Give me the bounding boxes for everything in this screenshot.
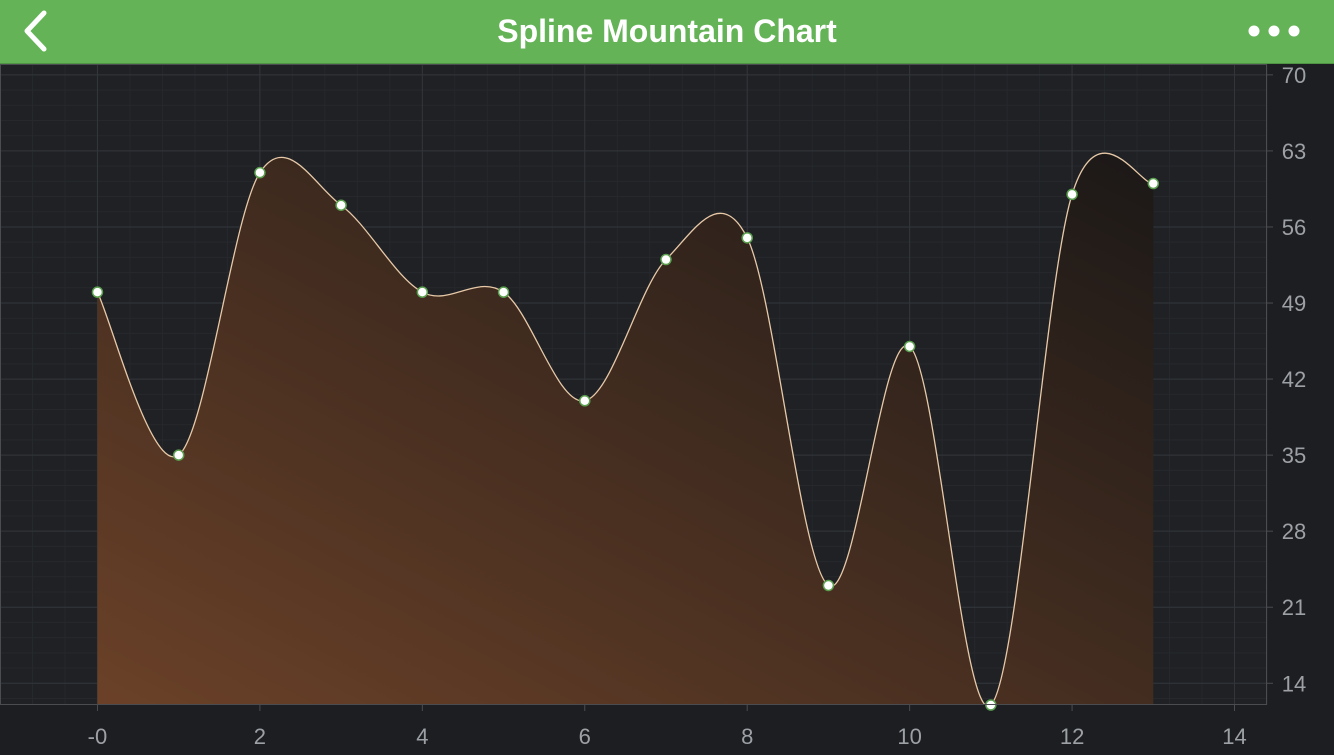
navigation-bar: Spline Mountain Chart xyxy=(0,0,1334,64)
data-point-marker xyxy=(1066,188,1078,201)
data-point-marker xyxy=(1147,177,1160,190)
y-tick-label: 14 xyxy=(1282,671,1306,696)
y-tick-label: 35 xyxy=(1282,443,1306,468)
y-tick-label: 28 xyxy=(1282,519,1306,544)
data-point-marker xyxy=(741,232,753,244)
y-tick-label: 70 xyxy=(1282,64,1306,88)
data-point-marker xyxy=(579,395,591,407)
back-button[interactable] xyxy=(14,8,60,54)
plot-border xyxy=(0,64,1267,705)
data-point-marker xyxy=(497,286,510,298)
spline-mountain-chart[interactable]: -0 2 4 6 8 10 12 14 14 21 28 35 42 49 56 63 70 xyxy=(0,63,1334,750)
chevron-left-icon xyxy=(24,10,47,52)
mountain-area xyxy=(97,153,1154,705)
data-point-marker xyxy=(416,286,429,298)
data-point-marker xyxy=(91,286,104,298)
data-point-marker xyxy=(903,340,916,353)
x-tick-label: 8 xyxy=(741,724,753,749)
page-title: Spline Mountain Chart xyxy=(497,13,837,49)
x-tick-label: 4 xyxy=(416,724,428,749)
y-tick-label: 63 xyxy=(1282,139,1306,164)
y-axis[interactable]: 14 21 28 35 42 49 56 63 70 xyxy=(1267,63,1306,696)
x-tick-label: 2 xyxy=(254,724,266,749)
data-point-marker xyxy=(822,579,835,592)
x-tick-label: 12 xyxy=(1060,724,1084,749)
data-point-marker xyxy=(172,449,185,461)
more-button[interactable] xyxy=(1246,16,1306,46)
x-axis[interactable]: -0 2 4 6 8 10 12 14 xyxy=(88,705,1247,749)
data-point-marker xyxy=(254,166,266,179)
x-tick-label: 6 xyxy=(579,724,591,749)
data-point-marker xyxy=(335,199,347,211)
y-tick-label: 42 xyxy=(1282,367,1306,392)
chart-area[interactable]: -0 2 4 6 8 10 12 14 14 21 28 35 42 49 56 63 70 xyxy=(0,63,1334,750)
more-horizontal-icon xyxy=(1248,25,1300,37)
data-point-marker xyxy=(660,253,672,266)
y-tick-label: 49 xyxy=(1282,291,1306,316)
data-point-markers xyxy=(91,166,1160,711)
x-tick-label: -0 xyxy=(88,724,108,749)
x-tick-label: 10 xyxy=(897,724,921,749)
y-tick-label: 21 xyxy=(1282,595,1306,620)
y-tick-label: 56 xyxy=(1282,215,1306,240)
x-tick-label: 14 xyxy=(1222,724,1246,749)
